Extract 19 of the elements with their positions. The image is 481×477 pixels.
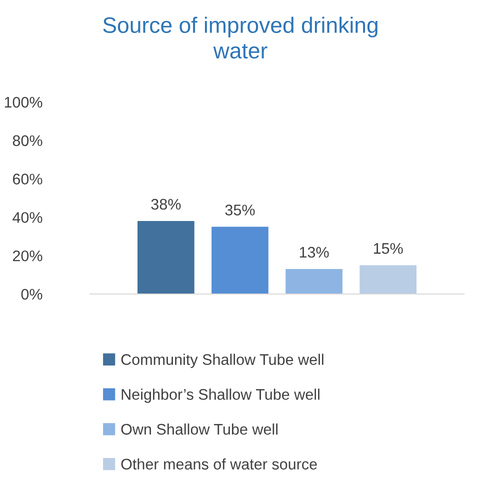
bar <box>360 265 416 294</box>
bar <box>212 226 268 294</box>
y-tick-label: 100% <box>4 96 42 108</box>
legend-label: Own Shallow Tube well <box>121 423 278 435</box>
y-tick-label: 0% <box>21 288 42 300</box>
y-tick-label: 20% <box>12 250 42 262</box>
y-tick-label: 60% <box>12 174 42 184</box>
legend-label: Community Shallow Tube well <box>121 354 324 368</box>
y-tick-label: 40% <box>12 212 42 223</box>
data-label: 38% <box>151 198 181 210</box>
legend-label: Neighbor’s Shallow Tube well <box>122 388 320 403</box>
data-label: 15% <box>374 243 403 254</box>
bar <box>138 221 194 294</box>
data-label: 13% <box>300 246 329 258</box>
bar <box>286 269 342 294</box>
chart-title: Source of improved drinking water <box>103 16 378 59</box>
y-tick-label: 80% <box>12 135 42 146</box>
legend-label: Other means of water source <box>121 458 317 470</box>
data-label: 35% <box>225 204 255 216</box>
